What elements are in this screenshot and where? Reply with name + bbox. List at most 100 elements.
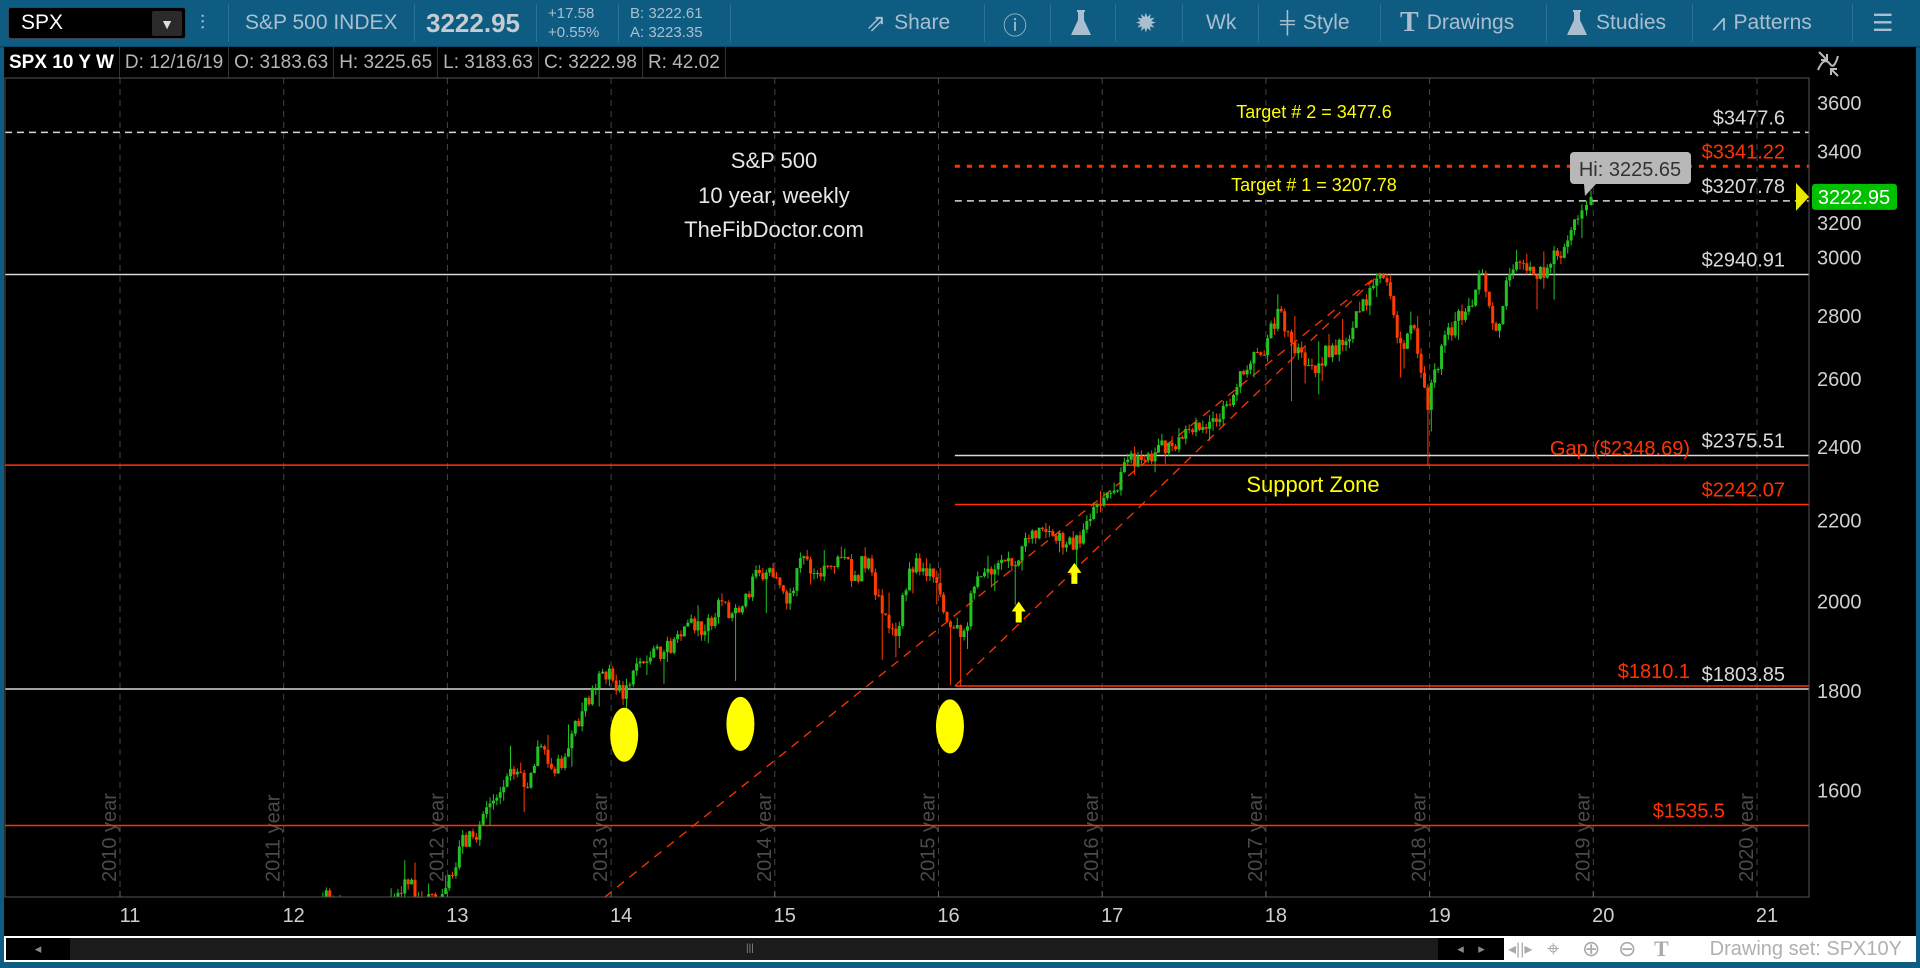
candle-body [1545, 267, 1549, 278]
candle-body [1088, 519, 1092, 522]
scroll-left-button[interactable]: ◂ [6, 938, 70, 960]
candle [502, 780, 506, 801]
candle-body [1041, 527, 1045, 530]
candle [1330, 343, 1334, 363]
candle-body [802, 556, 806, 559]
chart-area[interactable] [4, 78, 1916, 936]
candle [532, 763, 536, 774]
candle-body [720, 600, 724, 602]
candle [1081, 523, 1085, 545]
x-tick-label: 12 [283, 905, 305, 927]
candle [1105, 492, 1109, 501]
candle-body [611, 668, 615, 681]
candle-body [1208, 421, 1212, 429]
symbol-dropdown-button[interactable]: ▼ [152, 11, 182, 36]
candle-body [1559, 255, 1563, 258]
horizontal-scrollbar[interactable]: ◂ ||| ◂ ▸ [6, 938, 1504, 960]
candle [659, 646, 663, 662]
drawing-set-selector[interactable]: Drawing set: SPX10Y [1709, 937, 1902, 960]
crosshair-icon[interactable]: ⌖ [1547, 936, 1560, 961]
candle [1170, 436, 1174, 452]
zoom-in-icon[interactable]: ⊕ [1582, 936, 1601, 961]
candle [427, 883, 431, 897]
scroll-grip-icon[interactable]: ||| [746, 943, 754, 954]
candle-body [1535, 274, 1539, 279]
candle [1498, 323, 1502, 338]
year-marker-label: 2017 year [1245, 793, 1267, 882]
candle-body [996, 563, 1000, 570]
candle [1378, 273, 1382, 284]
candle-body [529, 773, 533, 788]
candle [539, 743, 543, 748]
candle [1467, 297, 1471, 316]
link-icon[interactable]: ⫶ [200, 11, 205, 34]
candle-body [1521, 262, 1525, 264]
info-icon[interactable]: ⓘ [1003, 12, 1027, 40]
candle-body [604, 671, 608, 680]
candle [1457, 309, 1461, 340]
candle-body [328, 890, 332, 897]
last-price: 3222.95 [426, 7, 520, 38]
candle-body [1344, 341, 1348, 346]
candle [1399, 331, 1403, 378]
gear-icon[interactable]: ✹ [1135, 7, 1157, 38]
candle-body [481, 813, 485, 825]
share-button[interactable]: ⇗ Share [866, 0, 950, 46]
candle-body [1361, 299, 1365, 312]
studies-label: Studies [1596, 11, 1667, 34]
candle [628, 682, 632, 690]
candle-body [451, 874, 455, 876]
text-tool-icon[interactable]: T [1654, 936, 1669, 961]
candle [931, 568, 935, 583]
candle [877, 588, 881, 598]
candle [495, 794, 499, 806]
candle-body [1163, 440, 1167, 454]
toolbar: SPX ▼ ⫶ S&P 500 INDEX 3222.95 +17.58 +0.… [0, 0, 1920, 48]
candle [682, 625, 686, 637]
chart-title: SPX 10 Y W [4, 47, 120, 78]
autoscale-icon[interactable] [1817, 51, 1839, 77]
candle [928, 563, 932, 581]
candle [959, 624, 963, 687]
zoom-fit-icon[interactable]: ◂||▸ [1508, 941, 1533, 958]
menu-icon[interactable]: ☰ [1872, 9, 1894, 37]
candle [1354, 311, 1358, 328]
candle-body [1365, 299, 1369, 306]
candle [734, 604, 738, 681]
candle [696, 605, 700, 637]
candle [965, 622, 969, 649]
candle [897, 621, 901, 649]
candle [1276, 294, 1280, 332]
flask-icon[interactable] [1070, 0, 1092, 46]
x-tick-label: 17 [1101, 905, 1123, 927]
zoom-out-icon[interactable]: ⊖ [1618, 936, 1637, 961]
timeframe-button[interactable]: Wk [1206, 11, 1237, 34]
candle-body [1010, 558, 1014, 566]
candle [1395, 311, 1399, 344]
candle [1116, 489, 1120, 493]
candle-body [1266, 338, 1270, 356]
candle [730, 611, 734, 622]
level-label: $1803.85 [1702, 664, 1785, 686]
studies-button[interactable]: Studies [1566, 0, 1666, 46]
patterns-button[interactable]: ⩘ Patterns [1712, 0, 1812, 46]
candle-body [887, 614, 891, 629]
candle-body [1017, 560, 1021, 566]
candle-body [1589, 196, 1593, 205]
candle [778, 576, 782, 589]
style-button[interactable]: ╪ Style [1280, 0, 1350, 46]
candle-body [324, 890, 328, 897]
candle-body [744, 593, 748, 607]
candle-body [1201, 426, 1205, 430]
candle [1017, 559, 1021, 567]
drawings-button[interactable]: T Drawings [1400, 0, 1514, 46]
candle [938, 567, 942, 598]
symbol-input[interactable]: SPX ▼ [8, 7, 186, 39]
candle-body [911, 568, 915, 573]
scroll-arrows[interactable]: ◂ ▸ [1438, 938, 1504, 960]
candle-body [621, 685, 625, 699]
candle [1535, 273, 1539, 310]
candle-body [430, 894, 434, 896]
candle-body [1317, 363, 1321, 374]
